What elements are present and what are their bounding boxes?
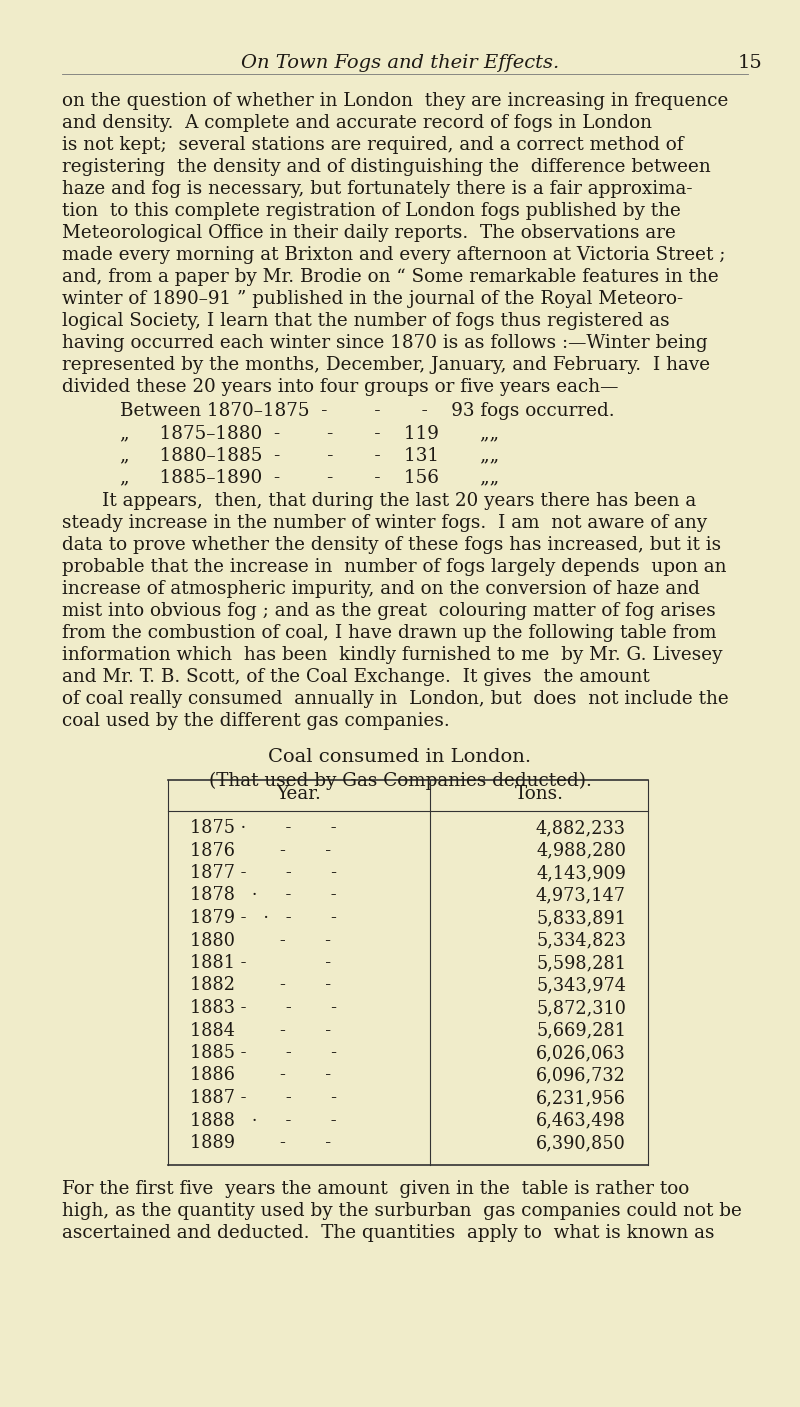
Text: and, from a paper by Mr. Brodie on “ Some remarkable features in the: and, from a paper by Mr. Brodie on “ Som… (62, 267, 718, 286)
Text: increase of atmospheric impurity, and on the conversion of haze and: increase of atmospheric impurity, and on… (62, 580, 700, 598)
Text: 5,833,891: 5,833,891 (536, 909, 626, 927)
Text: made every morning at Brixton and every afternoon at Victoria Street ;: made every morning at Brixton and every … (62, 246, 726, 265)
Text: 6,026,063: 6,026,063 (536, 1044, 626, 1062)
Text: „   1880–1885  -        -       -    131       „„: „ 1880–1885 - - - 131 „„ (120, 446, 499, 464)
Text: Coal consumed in London.: Coal consumed in London. (269, 749, 531, 765)
Text: mist into obvious fog ; and as the great  colouring matter of fog arises: mist into obvious fog ; and as the great… (62, 602, 716, 620)
Text: 1888   ·     -       -: 1888 · - - (190, 1112, 337, 1130)
Text: Meteorological Office in their daily reports.  The observations are: Meteorological Office in their daily rep… (62, 224, 676, 242)
Text: 1881 -              -: 1881 - - (190, 954, 331, 972)
Text: is not kept;  several stations are required, and a correct method of: is not kept; several stations are requir… (62, 136, 683, 153)
Text: having occurred each winter since 1870 is as follows :—Winter being: having occurred each winter since 1870 i… (62, 333, 708, 352)
Text: Year.: Year. (277, 785, 322, 803)
Text: tion  to this complete registration of London fogs published by the: tion to this complete registration of Lo… (62, 203, 681, 219)
Text: 1876        -       -: 1876 - - (190, 841, 331, 860)
Text: It appears,  then, that during the last 20 years there has been a: It appears, then, that during the last 2… (102, 492, 696, 509)
Text: logical Society, I learn that the number of fogs thus registered as: logical Society, I learn that the number… (62, 312, 670, 331)
Text: high, as the quantity used by the surburban  gas companies could not be: high, as the quantity used by the surbur… (62, 1203, 742, 1220)
Text: 6,390,850: 6,390,850 (536, 1134, 626, 1152)
Text: 6,096,732: 6,096,732 (536, 1067, 626, 1085)
Text: Between 1870–1875  -        -       -    93 fogs occurred.: Between 1870–1875 - - - 93 fogs occurred… (120, 402, 614, 421)
Text: steady increase in the number of winter fogs.  I am  not aware of any: steady increase in the number of winter … (62, 514, 707, 532)
Text: 1877 -       -       -: 1877 - - - (190, 864, 337, 882)
Text: 1889        -       -: 1889 - - (190, 1134, 331, 1152)
Text: haze and fog is necessary, but fortunately there is a fair approxima-: haze and fog is necessary, but fortunate… (62, 180, 693, 198)
Text: information which  has been  kindly furnished to me  by Mr. G. Livesey: information which has been kindly furnis… (62, 646, 722, 664)
Text: For the first five  years the amount  given in the  table is rather too: For the first five years the amount give… (62, 1180, 690, 1199)
Text: 5,598,281: 5,598,281 (536, 954, 626, 972)
Text: 1883 -       -       -: 1883 - - - (190, 999, 337, 1017)
Text: 6,231,956: 6,231,956 (536, 1089, 626, 1107)
Text: on the question of whether in London  they are increasing in frequence: on the question of whether in London the… (62, 91, 728, 110)
Text: (That used by Gas Companies deducted).: (That used by Gas Companies deducted). (209, 772, 591, 791)
Text: 6,463,498: 6,463,498 (536, 1112, 626, 1130)
Text: coal used by the different gas companies.: coal used by the different gas companies… (62, 712, 450, 730)
Text: 1878   ·     -       -: 1878 · - - (190, 886, 337, 905)
Text: 5,343,974: 5,343,974 (536, 976, 626, 995)
Text: 1886        -       -: 1886 - - (190, 1067, 331, 1085)
Text: On Town Fogs and their Effects.: On Town Fogs and their Effects. (241, 53, 559, 72)
Text: 1880        -       -: 1880 - - (190, 931, 331, 950)
Text: data to prove whether the density of these fogs has increased, but it is: data to prove whether the density of the… (62, 536, 721, 554)
Text: 1882        -       -: 1882 - - (190, 976, 331, 995)
Text: and Mr. T. B. Scott, of the Coal Exchange.  It gives  the amount: and Mr. T. B. Scott, of the Coal Exchang… (62, 668, 650, 687)
Text: 1884        -       -: 1884 - - (190, 1021, 331, 1040)
Text: probable that the increase in  number of fogs largely depends  upon an: probable that the increase in number of … (62, 559, 726, 575)
Text: 4,882,233: 4,882,233 (536, 819, 626, 837)
Text: 15: 15 (738, 53, 762, 72)
Text: 1887 -       -       -: 1887 - - - (190, 1089, 337, 1107)
Text: winter of 1890–91 ” published in the journal of the Royal Meteoro-: winter of 1890–91 ” published in the jou… (62, 290, 683, 308)
Text: and density.  A complete and accurate record of fogs in London: and density. A complete and accurate rec… (62, 114, 652, 132)
Text: Tons.: Tons. (514, 785, 563, 803)
Text: 4,143,909: 4,143,909 (536, 864, 626, 882)
Text: divided these 20 years into four groups or five years each—: divided these 20 years into four groups … (62, 378, 618, 395)
Text: 1885 -       -       -: 1885 - - - (190, 1044, 337, 1062)
Text: from the combustion of coal, I have drawn up the following table from: from the combustion of coal, I have draw… (62, 623, 717, 642)
Text: 1875 ·       -       -: 1875 · - - (190, 819, 337, 837)
Text: „   1885–1890  -        -       -    156       „„: „ 1885–1890 - - - 156 „„ (120, 469, 499, 485)
Text: 5,669,281: 5,669,281 (536, 1021, 626, 1040)
Text: 4,973,147: 4,973,147 (536, 886, 626, 905)
Text: 5,872,310: 5,872,310 (536, 999, 626, 1017)
Text: 5,334,823: 5,334,823 (536, 931, 626, 950)
Text: represented by the months, December, January, and February.  I have: represented by the months, December, Jan… (62, 356, 710, 374)
Text: ascertained and deducted.  The quantities  apply to  what is known as: ascertained and deducted. The quantities… (62, 1224, 714, 1242)
Text: of coal really consumed  annually in  London, but  does  not include the: of coal really consumed annually in Lond… (62, 689, 729, 708)
Text: 4,988,280: 4,988,280 (536, 841, 626, 860)
Text: registering  the density and of distinguishing the  difference between: registering the density and of distingui… (62, 158, 710, 176)
Text: 1879 -   ·   -       -: 1879 - · - - (190, 909, 337, 927)
Text: „   1875–1880  -        -       -    119       „„: „ 1875–1880 - - - 119 „„ (120, 424, 499, 442)
